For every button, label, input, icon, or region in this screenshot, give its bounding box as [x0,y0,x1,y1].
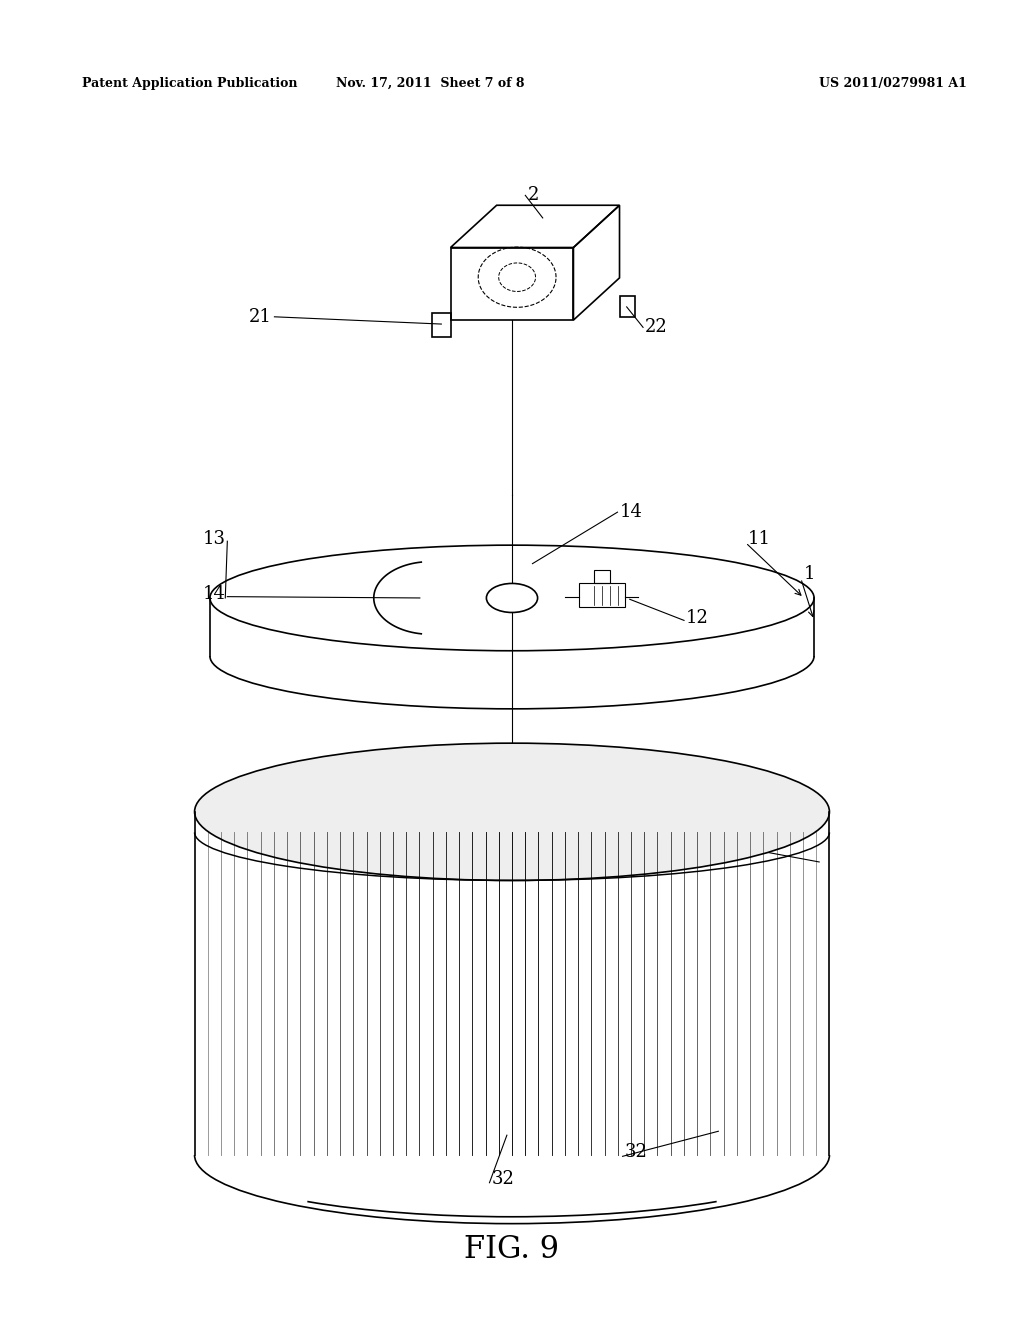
Text: 3: 3 [809,796,820,814]
Text: Patent Application Publication: Patent Application Publication [82,77,297,90]
Text: 31: 31 [686,825,709,843]
Text: 13: 13 [203,529,225,548]
Text: 14: 14 [203,585,225,603]
Text: 22: 22 [645,318,668,337]
Text: 21: 21 [249,308,271,326]
Text: 32: 32 [625,1143,647,1162]
Text: 1: 1 [804,565,815,583]
Ellipse shape [486,583,538,612]
Text: Nov. 17, 2011  Sheet 7 of 8: Nov. 17, 2011 Sheet 7 of 8 [336,77,524,90]
Text: FIG. 9: FIG. 9 [465,1234,559,1265]
Ellipse shape [195,743,829,880]
Text: 32: 32 [492,1170,514,1188]
Text: US 2011/0279981 A1: US 2011/0279981 A1 [819,77,967,90]
Text: 14: 14 [620,503,642,521]
Text: 311: 311 [671,772,706,791]
Text: 2: 2 [527,186,539,205]
Text: 12: 12 [686,609,709,627]
Text: 11: 11 [748,529,770,548]
